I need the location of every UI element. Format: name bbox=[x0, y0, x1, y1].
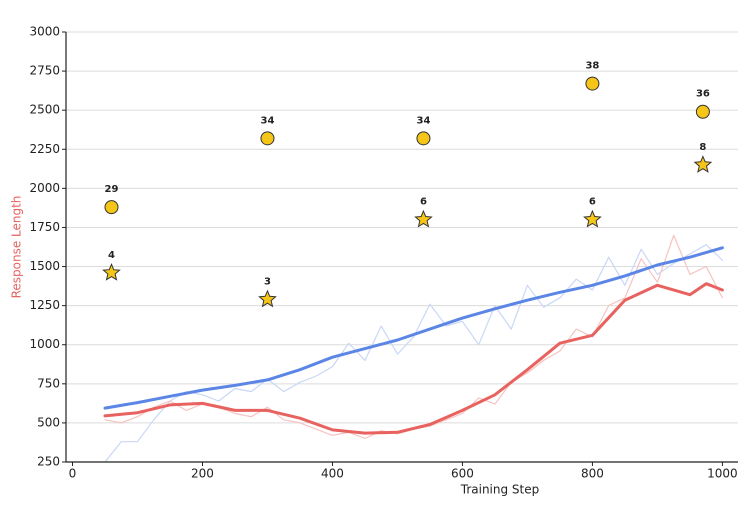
circle-point bbox=[260, 131, 275, 146]
point-label: 6 bbox=[589, 197, 596, 208]
x-tick-label: 1000 bbox=[707, 467, 738, 481]
y-tick-label: 2000 bbox=[29, 181, 60, 195]
y-tick-label: 2500 bbox=[29, 103, 60, 117]
y-tick-label: 1500 bbox=[29, 259, 60, 273]
point-label: 4 bbox=[108, 250, 115, 261]
star-point bbox=[102, 262, 121, 281]
line-series bbox=[103, 246, 724, 410]
point-label: 29 bbox=[105, 184, 119, 195]
y-tick-label: 750 bbox=[37, 376, 60, 390]
circle-point bbox=[104, 200, 119, 215]
y-tick-label: 500 bbox=[37, 415, 60, 429]
y-tick-label: 1750 bbox=[29, 220, 60, 234]
point-label: 34 bbox=[261, 115, 275, 126]
grid bbox=[66, 31, 738, 463]
x-axis-label: Training Step bbox=[460, 483, 540, 497]
point-label: 36 bbox=[696, 89, 710, 100]
point-label: 38 bbox=[585, 61, 599, 72]
point-label: 8 bbox=[699, 142, 706, 153]
point-label: 6 bbox=[420, 197, 427, 208]
circle-point bbox=[695, 104, 710, 119]
circle-point bbox=[585, 76, 600, 91]
star-point bbox=[414, 209, 433, 228]
y-tick-label: 1000 bbox=[29, 337, 60, 351]
star-point bbox=[258, 289, 277, 308]
ticks: 2505007501000125015001750200022502500275… bbox=[29, 25, 737, 481]
y-tick-label: 2750 bbox=[29, 64, 60, 78]
circle-point bbox=[416, 131, 431, 146]
y-axis-label: Response Length bbox=[10, 196, 24, 299]
line-series bbox=[103, 282, 724, 435]
x-tick-label: 200 bbox=[191, 467, 214, 481]
y-tick-label: 3000 bbox=[29, 25, 60, 39]
y-tick-label: 1250 bbox=[29, 298, 60, 312]
y-tick-label: 250 bbox=[37, 455, 60, 469]
star-point bbox=[583, 209, 602, 228]
y-tick-label: 2250 bbox=[29, 142, 60, 156]
x-tick-label: 0 bbox=[69, 467, 77, 481]
x-tick-label: 800 bbox=[581, 467, 604, 481]
point-label: 34 bbox=[416, 115, 430, 126]
x-tick-label: 400 bbox=[321, 467, 344, 481]
point-label: 3 bbox=[264, 276, 271, 287]
star-point bbox=[693, 155, 713, 173]
x-tick-label: 600 bbox=[451, 467, 474, 481]
